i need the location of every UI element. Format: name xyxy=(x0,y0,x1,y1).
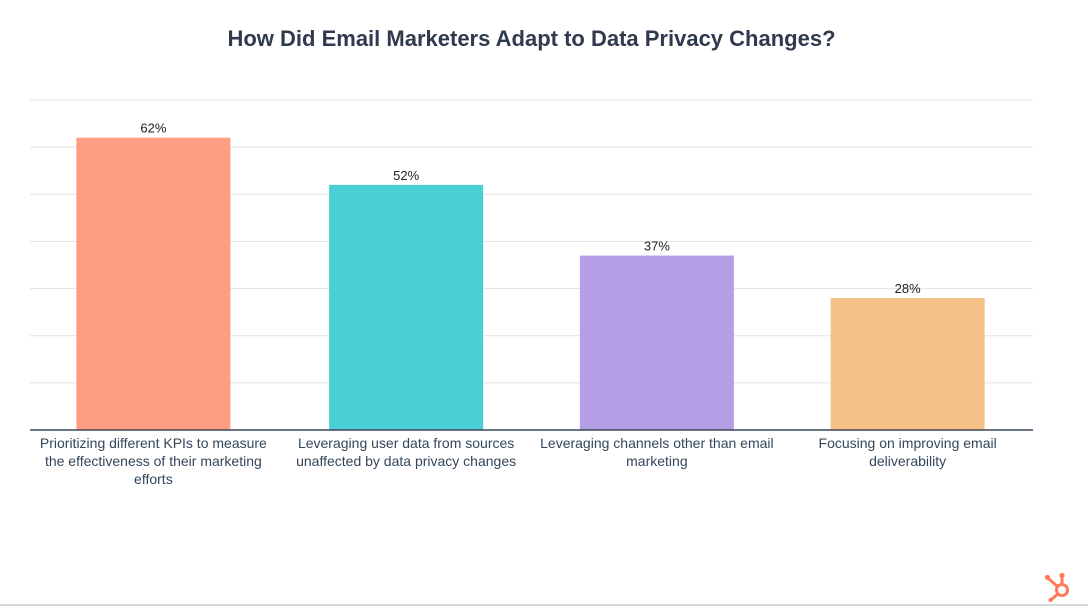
bar-1 xyxy=(76,137,231,430)
bar-value-label-4: 28% xyxy=(895,281,921,296)
value-labels: 62% 52% 37% 28% xyxy=(140,121,921,296)
category-label-2: Leveraging user data from sources unaffe… xyxy=(296,435,517,469)
bar-value-label-3: 37% xyxy=(644,239,670,254)
bar-value-label-2: 52% xyxy=(393,168,419,183)
category-label-4: Focusing on improving email deliverabili… xyxy=(818,435,997,469)
bar-2 xyxy=(329,184,484,430)
category-label-3: Leveraging channels other than email mar… xyxy=(540,435,774,469)
bar-3 xyxy=(579,255,734,430)
bars xyxy=(76,137,985,430)
category-label-1: Prioritizing different KPIs to measure t… xyxy=(39,435,267,487)
chart-title: How Did Email Marketers Adapt to Data Pr… xyxy=(227,26,836,51)
bar-value-label-1: 62% xyxy=(140,121,166,136)
bottom-divider xyxy=(0,604,1088,606)
hubspot-sprocket-icon xyxy=(1044,572,1069,602)
bar-4 xyxy=(830,298,985,430)
